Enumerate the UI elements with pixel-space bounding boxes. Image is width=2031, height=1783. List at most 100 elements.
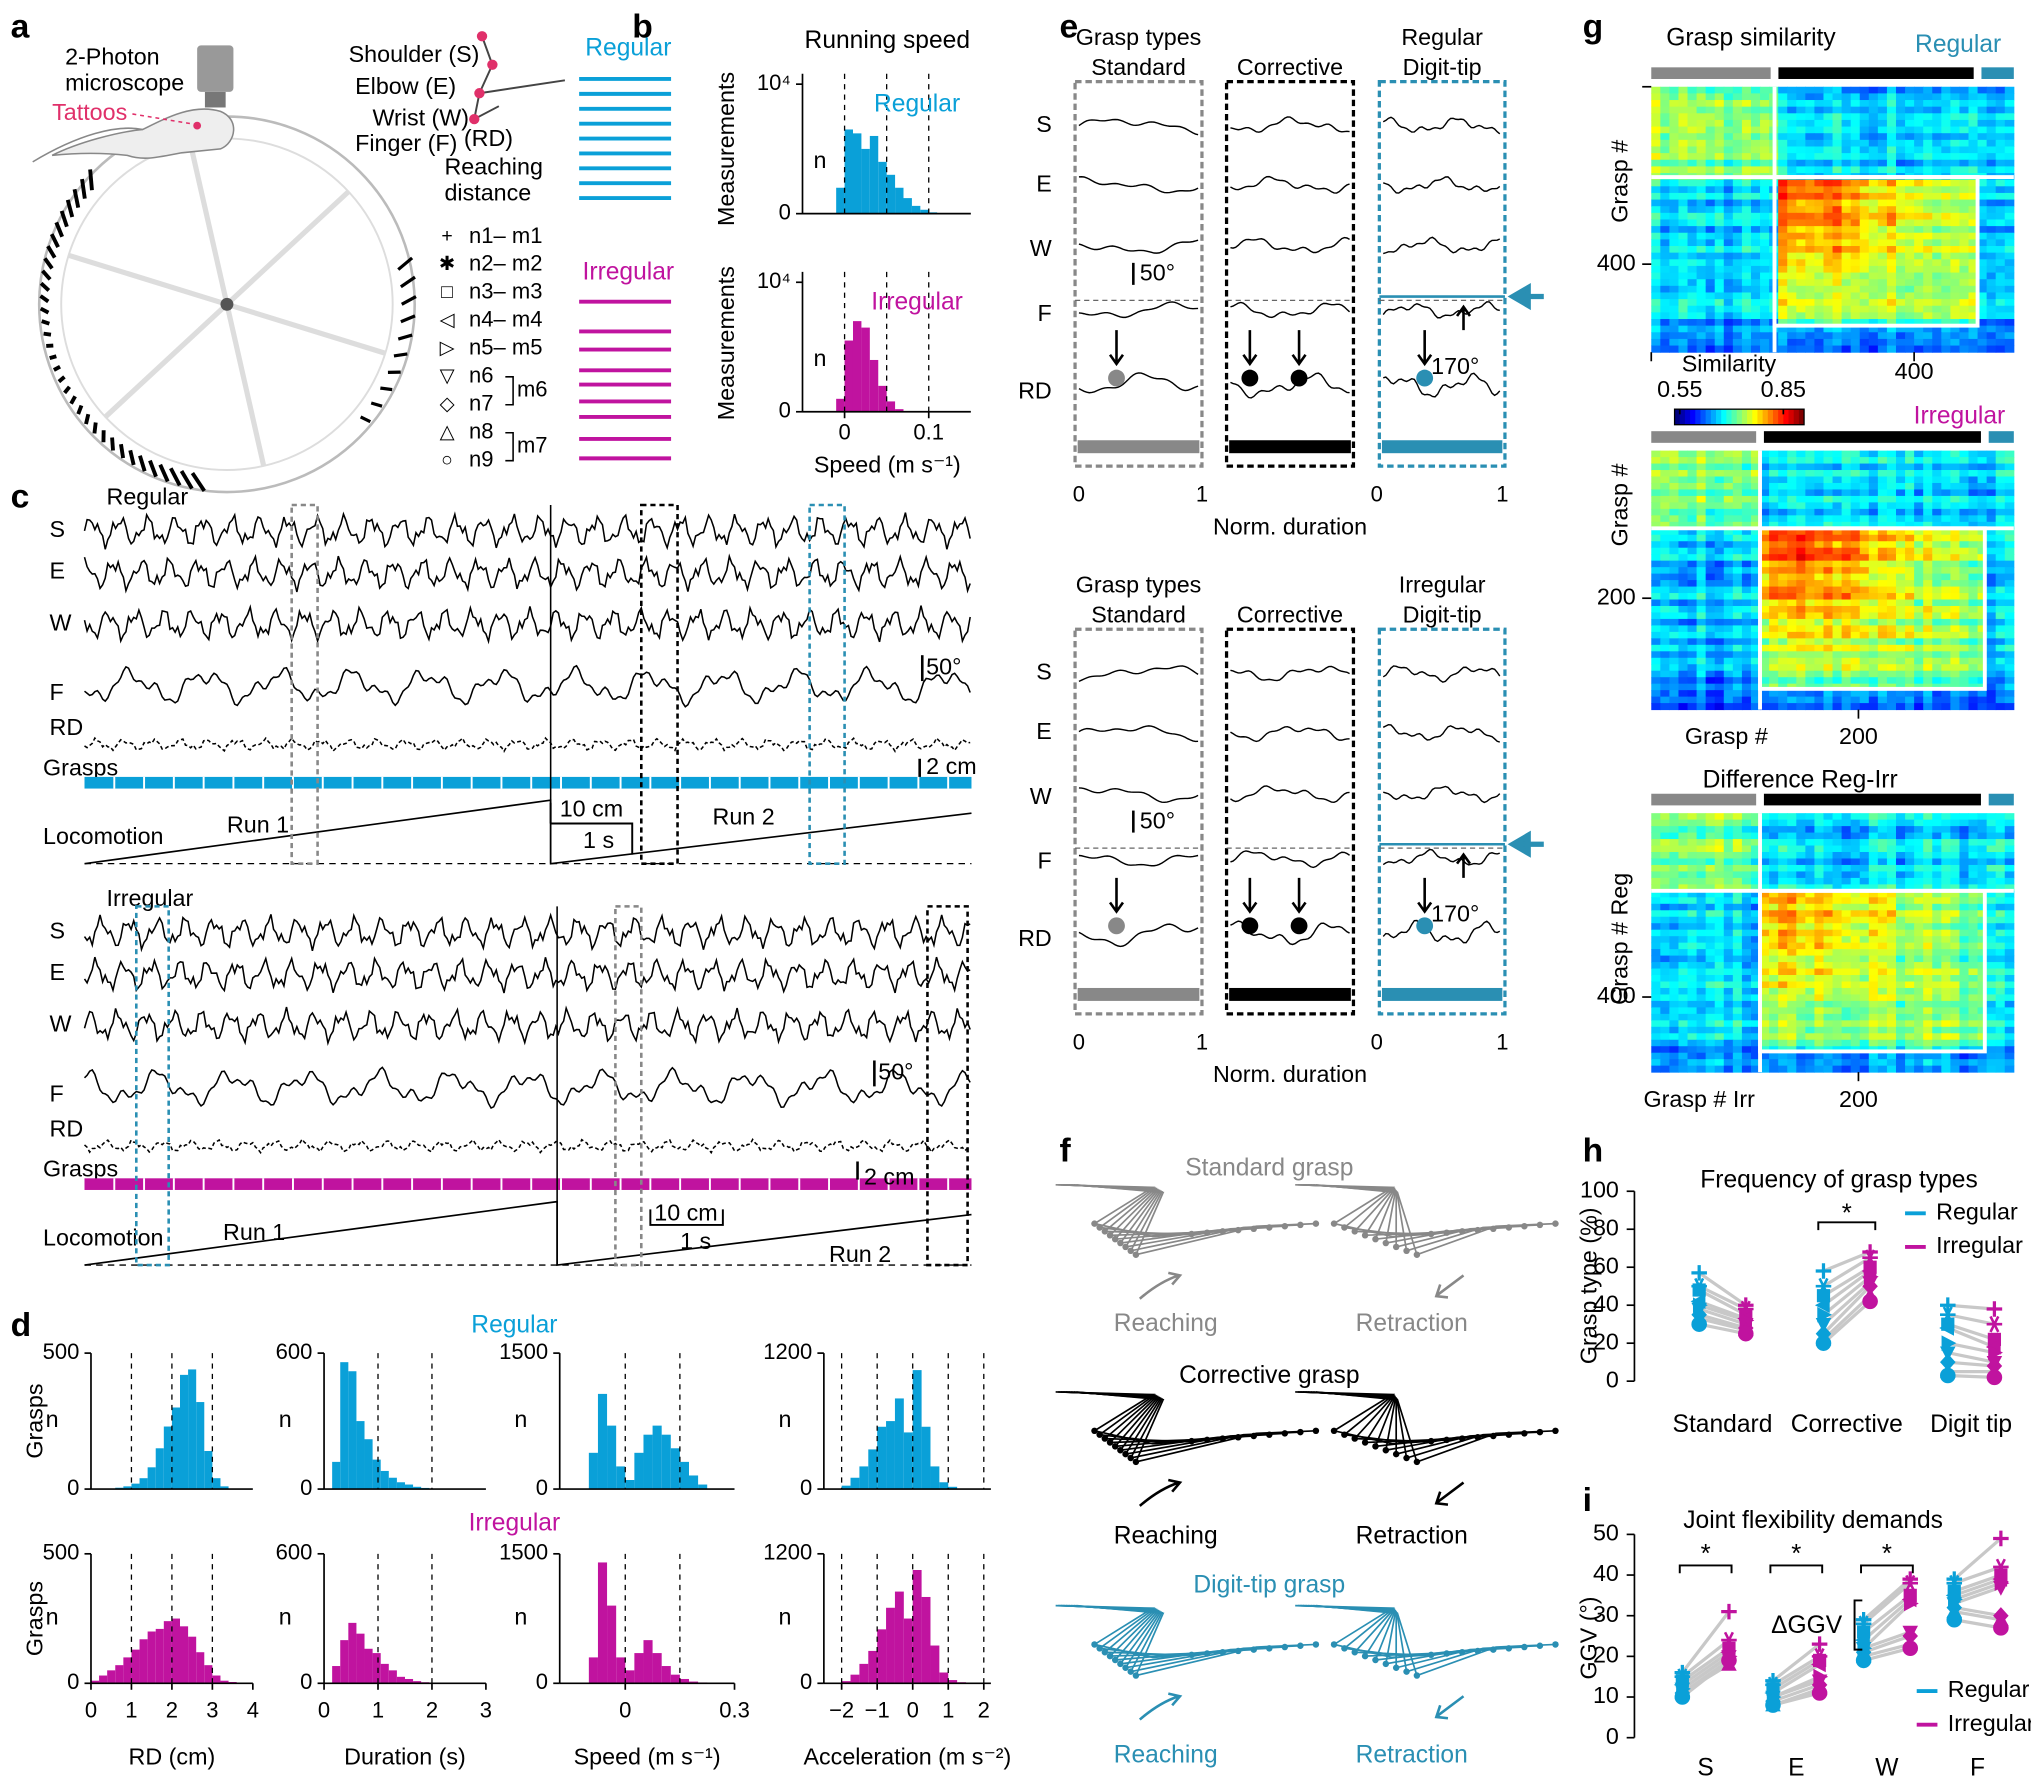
heatmap-cell xyxy=(1660,852,1670,859)
heatmap-cell xyxy=(1923,226,1933,234)
heatmap-cell xyxy=(1741,703,1752,711)
heatmap-cell xyxy=(1796,119,1806,128)
heatmap-cell xyxy=(1678,299,1689,307)
heatmap-cell xyxy=(1814,554,1825,562)
heatmap-cell xyxy=(1678,312,1689,320)
histogram-bar xyxy=(588,1452,598,1490)
heatmap-cell xyxy=(1651,618,1661,626)
heatmap-cell xyxy=(1886,126,1897,134)
heatmap-cell xyxy=(1651,252,1661,260)
heatmap-cell xyxy=(1778,212,1788,220)
heatmap-cell xyxy=(1669,259,1679,267)
heatmap-cell xyxy=(1696,813,1707,821)
heatmap-cell xyxy=(1705,272,1716,280)
heatmap-cell xyxy=(1805,476,1815,484)
heatmap-cell xyxy=(1923,457,1933,465)
heatmap-cell xyxy=(1959,890,1970,898)
heatmap-cell xyxy=(1923,186,1933,194)
heatmap-cell xyxy=(1823,312,1834,320)
heatmap-cell xyxy=(1787,252,1797,260)
heatmap-cell xyxy=(1868,312,1879,320)
heatmap-cell xyxy=(1859,703,1870,711)
histogram-bar xyxy=(948,1486,958,1490)
heatmap-cell xyxy=(1841,651,1852,659)
heatmap-cell xyxy=(1932,916,1942,924)
heatmap-cell xyxy=(1968,534,1979,542)
heatmap-cell xyxy=(1705,113,1716,121)
row-label: W xyxy=(1030,235,1052,261)
heatmap-cell xyxy=(1959,955,1970,963)
heatmap-cell xyxy=(1769,845,1779,853)
heatmap-cell xyxy=(1687,690,1698,698)
heatmap-cell xyxy=(1923,206,1933,214)
heatmap-cell xyxy=(1977,929,1988,937)
grasp-box xyxy=(1073,627,1204,1016)
heatmap-cell xyxy=(1760,521,1770,529)
heatmap-cell xyxy=(1787,567,1797,575)
heatmap-cell xyxy=(1841,272,1852,280)
heatmap-cell xyxy=(1714,864,1725,872)
heatmap-cell xyxy=(1995,325,2006,333)
heatmap-cell xyxy=(1796,528,1806,536)
heatmap-cell xyxy=(1995,272,2006,280)
heatmap-cell xyxy=(1895,212,1906,220)
heatmap-cell xyxy=(1660,541,1670,549)
heatmap-cell xyxy=(1823,192,1834,201)
heatmap-cell xyxy=(1950,219,1960,227)
heatmap-cell xyxy=(1932,299,1942,307)
arrow xyxy=(1417,877,1433,914)
heatmap-cell xyxy=(1941,508,1951,516)
heatmap-cell xyxy=(1905,580,1915,588)
heatmap-cell xyxy=(1950,690,1960,698)
heatmap-cell xyxy=(1841,871,1852,879)
heatmap-cell xyxy=(1868,139,1879,147)
heatmap-cell xyxy=(1705,618,1716,626)
heatmap-cell xyxy=(1823,819,1834,827)
heatmap-cell xyxy=(1914,312,1924,320)
heatmap-cell xyxy=(1850,618,1861,626)
stick-figure xyxy=(1071,1183,1285,1249)
heatmap-cell xyxy=(1850,949,1861,957)
heatmap-cell xyxy=(1868,916,1879,924)
heatmap-cell xyxy=(1923,246,1933,254)
heatmap-cell xyxy=(1814,246,1825,254)
heatmap-cell xyxy=(1932,599,1942,607)
heatmap-cell xyxy=(1959,560,1970,568)
heatmap-cell xyxy=(1823,508,1834,516)
legend-label: n7 xyxy=(469,391,493,416)
heatmap-cell xyxy=(1714,508,1725,516)
heatmap-cell xyxy=(1760,644,1770,652)
heatmap-cell xyxy=(1914,476,1924,484)
heatmap-cell xyxy=(1986,515,1997,523)
label: 1 s xyxy=(680,1228,711,1254)
heatmap-cell xyxy=(1687,186,1698,194)
heatmap-cell xyxy=(1769,897,1779,905)
heatmap-cell xyxy=(1959,884,1970,892)
heatmap-cell xyxy=(1805,884,1815,892)
heatmap-cell xyxy=(1805,657,1815,665)
heatmap-cell xyxy=(1841,119,1852,128)
label: Grasp similarity xyxy=(1666,24,1836,51)
heatmap-cell xyxy=(1895,206,1906,214)
heatmap-cell xyxy=(1986,476,1997,484)
heatmap-cell xyxy=(1950,521,1960,529)
heatmap-cell xyxy=(1741,239,1752,247)
heatmap-cell xyxy=(1651,657,1661,665)
heatmap-cell xyxy=(1932,93,1942,101)
heatmap-cell xyxy=(1750,332,1761,340)
heatmap-cell xyxy=(1787,580,1797,588)
heatmap-cell xyxy=(1841,599,1852,607)
heatmap-cell xyxy=(1705,638,1716,646)
heatmap-cell xyxy=(1823,495,1834,503)
rung xyxy=(63,385,71,395)
heatmap-cell xyxy=(2004,285,2015,293)
heatmap-cell xyxy=(1977,482,1988,490)
heatmap-cell xyxy=(1651,345,1661,353)
heatmap-cell xyxy=(1705,345,1716,353)
heatmap-cell xyxy=(1796,897,1806,905)
heatmap-cell xyxy=(1660,845,1670,853)
histogram-bar xyxy=(163,1426,172,1490)
heatmap-cell xyxy=(1995,819,2006,827)
heatmap-cell xyxy=(1796,463,1806,471)
heatmap-cell xyxy=(1850,212,1861,220)
